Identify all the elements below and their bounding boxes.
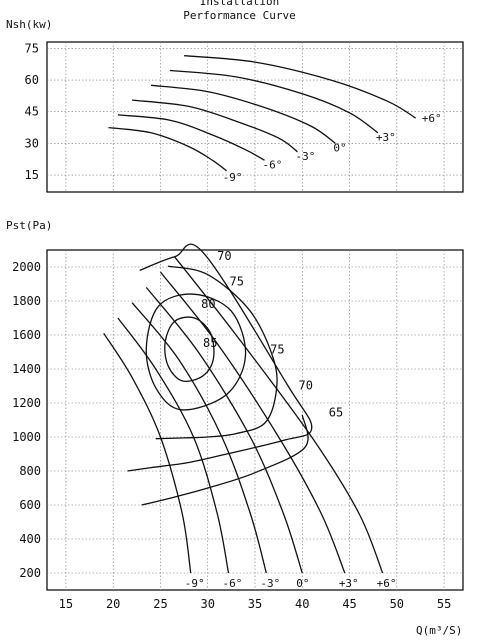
blade-angle-curve	[159, 271, 346, 574]
blade-angle-curve	[145, 286, 303, 574]
power-series-label: -9°	[223, 171, 243, 184]
blade-angle-label: -3°	[260, 577, 280, 590]
efficiency-label: 85	[203, 336, 217, 350]
power-y-tick-label: 45	[25, 105, 39, 119]
power-curve-series	[132, 99, 298, 153]
power-curve-series	[117, 114, 265, 161]
pressure-y-tick-label: 1000	[12, 430, 41, 444]
power-series-label: +6°	[422, 112, 442, 125]
x-tick-label: 30	[201, 597, 215, 611]
blade-angle-label: -6°	[223, 577, 243, 590]
efficiency-label: 70	[298, 378, 312, 392]
pressure-axis-title: Pst(Pa)	[6, 219, 53, 232]
power-curve-series	[169, 69, 379, 134]
efficiency-label: 65	[329, 406, 343, 420]
blade-angle-label: +3°	[339, 577, 359, 590]
blade-angle-label: -9°	[185, 577, 205, 590]
pressure-grid	[47, 250, 463, 590]
pressure-y-tick-label: 1400	[12, 362, 41, 376]
efficiency-curve	[141, 414, 309, 506]
efficiency-label: 75	[229, 275, 243, 289]
efficiency-label: 70	[217, 249, 231, 263]
power-series-label: -6°	[262, 158, 282, 171]
x-tick-label: 55	[437, 597, 451, 611]
chart-header-line2: Performance Curve	[183, 9, 296, 22]
power-curve-series	[108, 126, 228, 172]
efficiency-curve	[127, 243, 313, 472]
blade-angle-curve	[174, 256, 384, 574]
x-tick-label: 25	[153, 597, 167, 611]
power-y-tick-label: 60	[25, 73, 39, 87]
pressure-y-tick-label: 600	[19, 498, 41, 512]
power-y-tick-label: 15	[25, 168, 39, 182]
x-tick-label: 35	[248, 597, 262, 611]
power-axis-title: Nsh(kw)	[6, 18, 53, 31]
pressure-y-tick-label: 1200	[12, 396, 41, 410]
x-tick-label: 50	[390, 597, 404, 611]
power-grid	[47, 42, 463, 192]
power-series-label: 0°	[333, 141, 346, 154]
blade-angle-curve	[103, 332, 192, 574]
efficiency-curve	[145, 293, 247, 411]
power-y-tick-label: 30	[25, 136, 39, 150]
blade-angle-curve	[131, 302, 267, 574]
power-curve-series	[184, 55, 417, 119]
x-tick-label: 20	[106, 597, 120, 611]
chart-labels: 15 20 25 30 35 40 45 50 551530456075200400600800…	[12, 41, 451, 611]
power-series	[108, 55, 417, 172]
pressure-y-tick-label: 400	[19, 532, 41, 546]
blade-angle-label: 0°	[296, 577, 309, 590]
power-series-label: -3°	[296, 150, 316, 163]
power-y-tick-label: 75	[25, 41, 39, 55]
blade-angle-label: +6°	[377, 577, 397, 590]
x-tick-label: 45	[342, 597, 356, 611]
chart-header-line1: Installation	[199, 0, 280, 8]
x-axis-title: Q(m³/S)	[416, 624, 463, 637]
blade-curves	[103, 256, 384, 574]
blade-angle-curve	[117, 317, 230, 574]
pressure-y-tick-label: 1800	[12, 294, 41, 308]
efficiency-label: 80	[201, 297, 215, 311]
pressure-y-tick-label: 1600	[12, 328, 41, 342]
power-curve-series	[150, 84, 336, 144]
pressure-y-tick-label: 2000	[12, 260, 41, 274]
x-tick-label: 15	[59, 597, 73, 611]
x-tick-label: 40	[295, 597, 309, 611]
pressure-y-tick-label: 200	[19, 566, 41, 580]
efficiency-label: 75	[270, 343, 284, 357]
efficiency-curves	[127, 243, 313, 506]
power-series-label: +3°	[376, 131, 396, 144]
efficiency-curve	[164, 316, 215, 382]
pressure-y-tick-label: 800	[19, 464, 41, 478]
